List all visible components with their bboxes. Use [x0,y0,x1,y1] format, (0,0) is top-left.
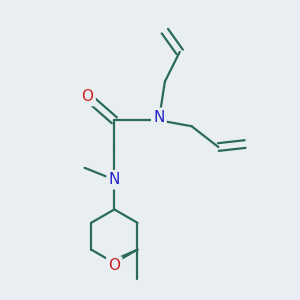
Text: N: N [109,172,120,187]
Text: O: O [82,89,94,104]
Text: O: O [108,258,120,273]
Text: N: N [153,110,165,125]
